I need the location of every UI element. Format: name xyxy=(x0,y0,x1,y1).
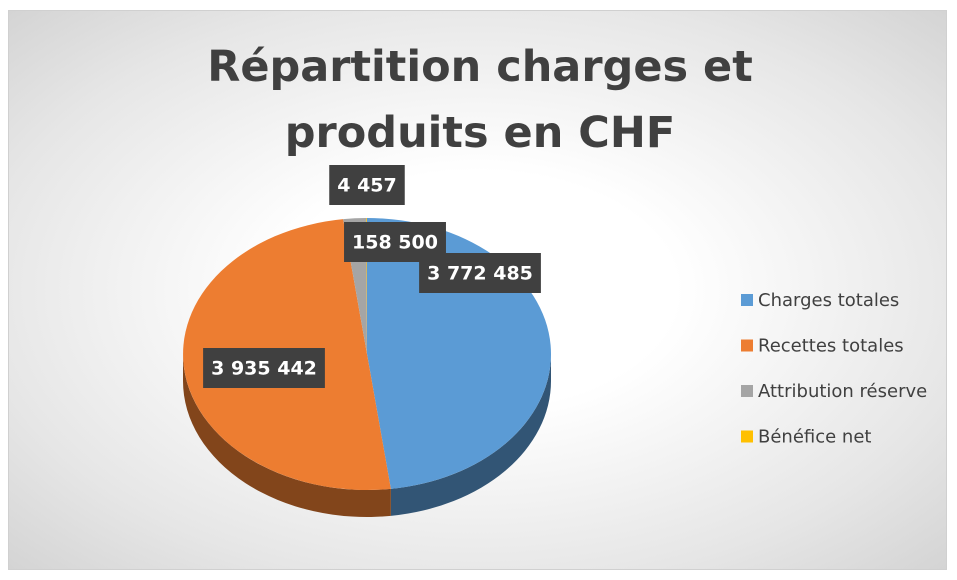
data-label-text: 3 935 442 xyxy=(211,358,317,380)
data-label-box xyxy=(203,348,325,388)
legend-label: Recettes totales xyxy=(758,336,904,357)
data-label-box xyxy=(344,222,446,262)
legend-swatch xyxy=(741,294,753,306)
legend-swatch xyxy=(741,385,753,397)
data-label-text: 4 457 xyxy=(337,175,397,197)
legend-swatch xyxy=(741,430,753,443)
data-label: 158 500 xyxy=(344,222,446,262)
data-label: 3 935 442 xyxy=(203,348,325,388)
pie-slice-side xyxy=(390,354,551,516)
chart-title: Répartition charges et produits en CHF xyxy=(207,42,753,158)
legend-label: Bénéfice net xyxy=(758,427,871,448)
legend-swatch xyxy=(741,339,753,352)
data-label: 4 457 xyxy=(329,165,405,205)
data-label-text: 158 500 xyxy=(352,232,438,254)
data-label-box xyxy=(329,165,405,205)
data-label-text: 3 772 485 xyxy=(427,263,533,285)
pie-slice-side xyxy=(183,354,391,517)
legend-label: Attribution réserve xyxy=(758,381,927,402)
legend-label: Charges totales xyxy=(758,290,899,311)
